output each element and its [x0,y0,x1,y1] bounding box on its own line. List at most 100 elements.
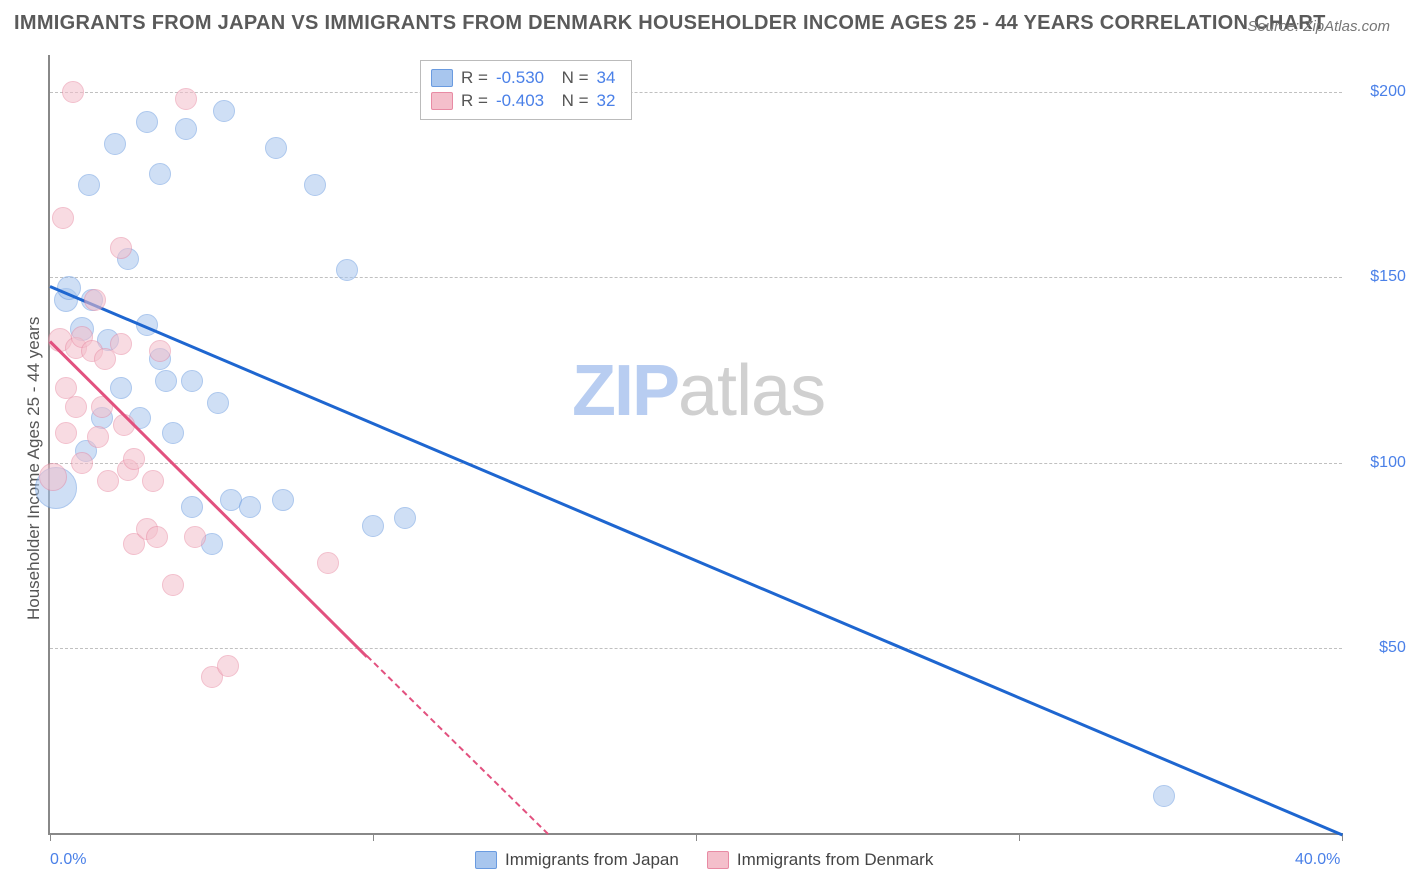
y-tick-label: $50,000 [1352,639,1406,657]
watermark-atlas: atlas [678,351,825,431]
legend-item: Immigrants from Japan [475,850,679,870]
source-name: ZipAtlas.com [1303,18,1390,35]
legend-label: Immigrants from Denmark [737,850,933,870]
x-axis-max-label: 40.0% [1295,851,1340,869]
x-axis-min-label: 0.0% [50,851,86,869]
trend-line [49,341,368,658]
chart-title: IMMIGRANTS FROM JAPAN VS IMMIGRANTS FROM… [14,12,1326,35]
scatter-point [317,552,339,574]
scatter-point [1153,785,1175,807]
scatter-point [181,370,203,392]
scatter-point [65,396,87,418]
scatter-point [149,340,171,362]
y-tick-label: $200,000 [1352,83,1406,101]
scatter-point [146,526,168,548]
gridline-h [50,463,1342,464]
scatter-point [201,533,223,555]
x-tick [373,833,374,841]
scatter-point [220,489,242,511]
scatter-point [239,496,261,518]
stats-row: R = -0.530 N = 34 [431,67,615,90]
scatter-point [81,340,103,362]
scatter-point [78,174,100,196]
scatter-point [272,489,294,511]
legend-swatch [431,92,453,110]
scatter-point [155,370,177,392]
stats-row: R = -0.403 N = 32 [431,90,615,113]
scatter-point [94,348,116,370]
scatter-point [81,289,103,311]
legend-item: Immigrants from Denmark [707,850,933,870]
plot-area: ZIPatlas $50,000$100,000$150,000$200,000 [48,55,1342,835]
gridline-h [50,92,1342,93]
scatter-point [117,248,139,270]
scatter-point [162,422,184,444]
scatter-point [304,174,326,196]
x-tick [1342,833,1343,841]
scatter-point [136,111,158,133]
scatter-point [70,317,94,341]
scatter-point [54,288,78,312]
stat-r-value: -0.403 [496,90,544,113]
scatter-point [65,337,87,359]
scatter-point [129,407,151,429]
x-tick [50,833,51,841]
legend-label: Immigrants from Japan [505,850,679,870]
scatter-point [84,289,106,311]
stat-n-label: N = [552,90,588,113]
legend-swatch [707,851,729,869]
scatter-point [48,328,72,352]
scatter-point [55,422,77,444]
scatter-point [91,396,113,418]
stat-r-label: R = [461,67,488,90]
source-prefix: Source: [1247,18,1303,35]
watermark: ZIPatlas [572,350,825,432]
scatter-point [181,496,203,518]
scatter-point [184,526,206,548]
chart-root: IMMIGRANTS FROM JAPAN VS IMMIGRANTS FROM… [0,0,1406,892]
scatter-point [71,326,93,348]
scatter-point [175,118,197,140]
scatter-point [87,426,109,448]
scatter-point [57,276,81,300]
gridline-h [50,648,1342,649]
x-tick [696,833,697,841]
scatter-point [265,137,287,159]
scatter-point [110,333,132,355]
scatter-point [213,100,235,122]
scatter-point [75,440,97,462]
scatter-point [97,470,119,492]
scatter-point [201,666,223,688]
scatter-point [162,574,184,596]
trend-line [49,285,1342,836]
watermark-zip: ZIP [572,351,678,431]
y-tick-label: $100,000 [1352,454,1406,472]
scatter-point [97,329,119,351]
trend-line [366,655,548,834]
scatter-point [149,348,171,370]
scatter-point [394,507,416,529]
legend-swatch [431,69,453,87]
legend-swatch [475,851,497,869]
correlation-stats-box: R = -0.530 N = 34R = -0.403 N = 32 [420,60,632,120]
scatter-point [136,314,158,336]
scatter-point [123,448,145,470]
scatter-point [113,414,135,436]
scatter-point [110,237,132,259]
scatter-point [207,392,229,414]
stat-n-value: 32 [597,90,616,113]
scatter-point [136,518,158,540]
scatter-point [149,163,171,185]
gridline-h [50,277,1342,278]
source-attribution: Source: ZipAtlas.com [1247,18,1390,35]
y-axis-title: Householder Income Ages 25 - 44 years [24,317,44,620]
stat-n-value: 34 [597,67,616,90]
scatter-point [91,407,113,429]
scatter-point [110,377,132,399]
scatter-point [217,655,239,677]
stat-n-label: N = [552,67,588,90]
scatter-point [52,207,74,229]
scatter-point [362,515,384,537]
x-tick [1019,833,1020,841]
stat-r-value: -0.530 [496,67,544,90]
